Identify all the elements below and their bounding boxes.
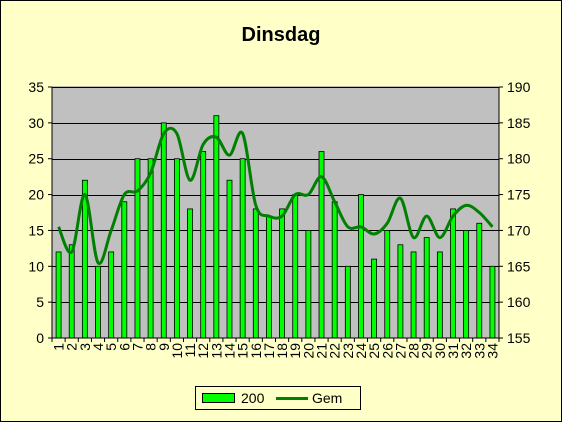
right-axis-ticks: 155 160 165 170 175 180 185 190 [499,79,531,346]
legend-swatch-bar [202,393,235,403]
x-tick-label: 6 [116,343,132,351]
bar [108,251,115,339]
x-axis-ticks: 1234567891011121314151617181920212223242… [51,338,500,359]
legend: 200 Gem [195,386,361,410]
x-tick-label: 18 [274,343,290,359]
bar [239,158,246,339]
x-tick-label: 19 [287,343,303,359]
bar [147,158,154,339]
x-tick-label: 20 [300,343,316,359]
left-tick-label: 10 [28,258,44,274]
bar [252,208,259,339]
bar [358,194,364,339]
right-tick-label: 155 [507,330,531,346]
left-tick-label: 25 [28,151,44,167]
bar [305,230,312,339]
x-tick-label: 8 [143,343,159,351]
x-tick-label: 3 [77,343,93,351]
right-tick-label: 185 [507,115,531,131]
left-tick-label: 0 [36,330,44,346]
x-tick-label: 24 [353,343,369,359]
left-axis-ticks: 0 5 10 15 20 25 30 35 [28,79,52,346]
bar [68,244,75,339]
x-tick-label: 14 [221,343,237,359]
x-tick-label: 12 [195,343,211,359]
bar [213,115,220,339]
x-tick-label: 33 [471,343,487,359]
x-tick-label: 9 [156,343,172,351]
x-tick-label: 15 [235,343,251,359]
bar [173,158,180,339]
left-tick-label: 20 [28,187,44,203]
x-tick-label: 17 [261,343,277,359]
bar [410,251,417,339]
bars-layer [55,115,496,339]
bar [134,158,141,339]
bar [436,251,443,339]
right-tick-label: 190 [507,79,531,95]
bar [292,194,299,339]
plot-area [51,86,500,339]
x-tick-label: 26 [379,343,395,359]
x-tick-label: 34 [484,343,500,359]
x-tick-label: 32 [458,343,474,359]
bar [344,265,351,339]
bar [423,237,430,339]
x-tick-label: 23 [340,343,356,359]
legend-swatch-line [276,397,308,400]
x-tick-label: 7 [129,343,145,351]
right-tick-label: 160 [507,294,531,310]
bar [266,215,272,339]
bar [160,122,167,339]
left-tick-label: 30 [28,115,44,131]
x-tick-label: 11 [182,343,198,358]
x-tick-label: 21 [314,343,330,359]
x-tick-label: 28 [406,343,422,359]
x-tick-label: 30 [432,343,448,359]
bar [200,151,207,339]
left-tick-label: 35 [28,79,44,95]
bar [226,179,233,339]
x-tick-label: 25 [366,343,382,359]
bar [371,258,378,339]
x-tick-label: 29 [419,343,435,359]
x-tick-label: 1 [51,343,67,351]
bar [489,265,496,339]
bar [95,265,101,339]
bar [331,201,338,339]
bar [384,230,391,339]
bar [121,201,128,339]
legend-label-line: Gem [312,390,343,406]
bar [463,230,470,339]
bar [476,222,483,339]
x-tick-label: 31 [445,343,461,359]
bar [55,251,62,339]
series-line-gem [57,126,494,265]
x-tick-label: 4 [90,343,106,351]
left-tick-label: 5 [36,294,44,310]
x-tick-label: 2 [64,343,80,351]
chart-title: Dinsdag [242,24,321,46]
right-tick-label: 165 [507,258,531,274]
right-tick-label: 170 [507,222,531,238]
x-tick-label: 13 [208,343,224,359]
x-tick-label: 22 [327,343,343,359]
x-tick-label: 5 [103,343,119,351]
right-tick-label: 180 [507,151,531,167]
x-tick-label: 27 [392,343,408,359]
bar [397,244,404,339]
bar [450,208,456,339]
bar [279,208,285,339]
left-tick-label: 15 [28,222,44,238]
legend-label-bar: 200 [241,390,265,406]
right-tick-label: 175 [507,187,531,203]
x-tick-label: 10 [169,343,185,359]
bar [187,208,193,339]
x-tick-label: 16 [248,343,264,359]
